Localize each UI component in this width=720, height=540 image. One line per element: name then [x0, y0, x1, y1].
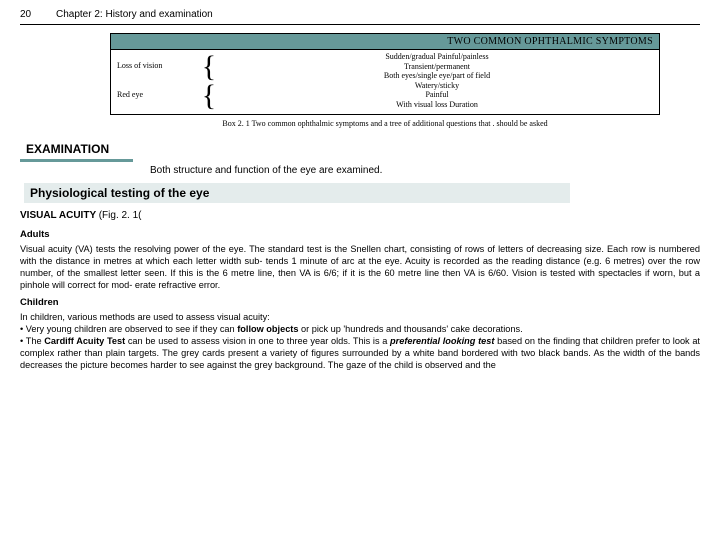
text-span: • Very young children are observed to se…	[20, 324, 237, 334]
symptom-line: Both eyes/single eye/part of field	[221, 71, 653, 81]
symptom-right-col: Sudden/gradual Painful/painless Transien…	[221, 52, 653, 110]
symptom-line: With visual loss Duration	[221, 100, 653, 110]
symptom-line: Sudden/gradual Painful/painless	[221, 52, 653, 62]
symptom-box-caption: Box 2. 1 Two common ophthalmic symptoms …	[110, 119, 660, 130]
brace-icon: {{	[197, 52, 221, 110]
symptom-box-body: Loss of vision Red eye {{ Sudden/gradual…	[111, 50, 659, 114]
text-span: or pick up 'hundreds and thousands' cake…	[298, 324, 522, 334]
symptom-left-col: Loss of vision Red eye	[117, 52, 197, 110]
symptom-line: Transient/permanent	[221, 62, 653, 72]
children-bullet-1: • Very young children are observed to se…	[20, 323, 700, 335]
examination-intro: Both structure and function of the eye a…	[150, 164, 700, 178]
va-fig-ref: (Fig. 2. 1(	[99, 210, 142, 221]
symptom-line: Painful	[221, 90, 653, 100]
children-bullet-2: • The Cardiff Acuity Test can be used to…	[20, 335, 700, 371]
text-span: • The	[20, 336, 44, 346]
adults-paragraph: Visual acuity (VA) tests the resolving p…	[20, 243, 700, 292]
emph-cardiff-test: Cardiff Acuity Test	[44, 336, 125, 346]
children-heading: Children	[20, 297, 700, 310]
text-span: can be used to assess vision in one to t…	[125, 336, 390, 346]
symptom-line: Watery/sticky	[221, 81, 653, 91]
physio-heading: Physiological testing of the eye	[24, 183, 570, 203]
symptom-item: Loss of vision	[117, 61, 197, 72]
symptom-item: Red eye	[117, 90, 197, 101]
symptom-box-title: TWO COMMON OPHTHALMIC SYMPTOMS	[111, 34, 659, 51]
page-header: 20 Chapter 2: History and examination	[20, 8, 700, 25]
children-intro: In children, various methods are used to…	[20, 311, 700, 323]
symptom-box: TWO COMMON OPHTHALMIC SYMPTOMS Loss of v…	[110, 33, 660, 115]
emph-follow-objects: follow objects	[237, 324, 298, 334]
page-number: 20	[20, 8, 56, 22]
chapter-title: Chapter 2: History and examination	[56, 8, 213, 22]
examination-heading: EXAMINATION	[20, 139, 133, 161]
visual-acuity-heading: VISUAL ACUITY (Fig. 2. 1(	[20, 209, 700, 223]
adults-heading: Adults	[20, 229, 700, 242]
va-label: VISUAL ACUITY	[20, 210, 96, 221]
emph-preferential-looking: preferential looking test	[390, 336, 494, 346]
